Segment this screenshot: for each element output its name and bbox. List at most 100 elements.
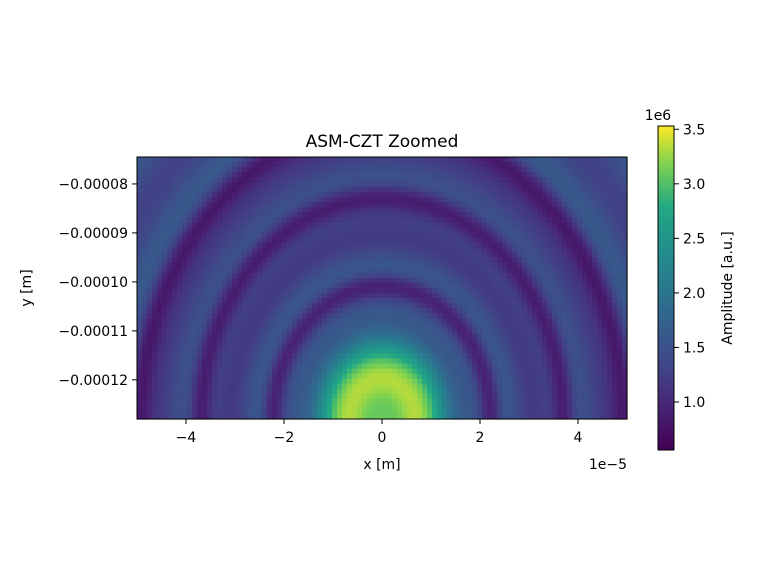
heatmap-cell: [302, 282, 308, 289]
heatmap-cell: [607, 293, 613, 299]
heatmap-cell: [372, 247, 378, 254]
heatmap-cell: [347, 363, 353, 370]
heatmap-cell: [162, 383, 168, 390]
heatmap-cell: [272, 232, 278, 239]
heatmap-cell: [432, 378, 438, 385]
heatmap-cell: [277, 368, 283, 375]
heatmap-cell: [422, 298, 428, 304]
heatmap-cell: [342, 373, 348, 380]
heatmap-cell: [597, 167, 603, 173]
heatmap-cell: [347, 353, 353, 360]
heatmap-cell: [337, 383, 343, 390]
heatmap-cell: [407, 197, 413, 203]
heatmap-cell: [567, 272, 573, 279]
heatmap-cell: [557, 313, 563, 319]
heatmap-cell: [162, 202, 168, 208]
heatmap-cell: [577, 182, 583, 188]
heatmap-cell: [412, 242, 418, 249]
heatmap-cell: [322, 172, 328, 178]
heatmap-cell: [392, 237, 398, 244]
heatmap-cell: [512, 227, 518, 234]
heatmap-cell: [237, 177, 243, 183]
heatmap-cell: [447, 378, 453, 385]
heatmap-cell: [457, 237, 463, 244]
heatmap-cell: [477, 202, 483, 208]
heatmap-cell: [557, 353, 563, 360]
heatmap-cell: [172, 308, 178, 314]
heatmap-cell: [477, 298, 483, 304]
heatmap-cell: [387, 172, 393, 178]
heatmap-cell: [547, 267, 553, 274]
heatmap-cell: [622, 328, 628, 334]
heatmap-cell: [202, 257, 208, 264]
heatmap-cell: [607, 398, 613, 405]
heatmap-cell: [467, 282, 473, 289]
heatmap-cell: [382, 167, 388, 173]
heatmap-cell: [497, 363, 503, 370]
heatmap-cell: [582, 212, 588, 219]
heatmap-cell: [307, 182, 313, 188]
heatmap-cell: [517, 172, 523, 178]
heatmap-cell: [157, 182, 163, 188]
heatmap-cell: [142, 177, 148, 183]
heatmap-cell: [142, 232, 148, 239]
heatmap-cell: [617, 217, 623, 224]
heatmap-cell: [137, 197, 143, 203]
heatmap-cell: [477, 353, 483, 360]
heatmap-cell: [167, 368, 173, 375]
heatmap-cell: [317, 282, 323, 289]
heatmap-cell: [422, 227, 428, 234]
heatmap-cell: [317, 242, 323, 249]
heatmap-cell: [152, 232, 158, 239]
heatmap-cell: [177, 318, 183, 324]
heatmap-cell: [302, 267, 308, 274]
heatmap-cell: [257, 207, 263, 214]
heatmap-cell: [377, 398, 383, 405]
heatmap-cell: [502, 333, 508, 339]
heatmap-cell: [262, 167, 268, 173]
heatmap-cell: [442, 172, 448, 178]
heatmap-cell: [327, 308, 333, 314]
heatmap-cell: [607, 177, 613, 183]
heatmap-cell: [607, 368, 613, 375]
heatmap-cell: [372, 328, 378, 334]
heatmap-cell: [267, 272, 273, 279]
heatmap-cell: [397, 167, 403, 173]
heatmap-cell: [422, 217, 428, 224]
heatmap-cell: [602, 272, 608, 279]
heatmap-cell: [147, 408, 153, 415]
heatmap-cell: [317, 212, 323, 219]
heatmap-cell: [307, 167, 313, 173]
heatmap-cell: [162, 282, 168, 289]
heatmap-cell: [367, 368, 373, 375]
heatmap-cell: [362, 162, 368, 168]
heatmap-cell: [212, 343, 218, 350]
heatmap-cell: [577, 167, 583, 173]
heatmap-cell: [482, 308, 488, 314]
heatmap-cell: [602, 358, 608, 365]
heatmap-cell: [472, 217, 478, 224]
heatmap-cell: [407, 177, 413, 183]
heatmap-cell: [212, 328, 218, 334]
heatmap-cell: [317, 172, 323, 178]
heatmap-cell: [402, 202, 408, 208]
heatmap-cell: [217, 262, 223, 269]
heatmap-cell: [542, 252, 548, 259]
heatmap-cell: [322, 378, 328, 385]
heatmap-cell: [342, 192, 348, 198]
heatmap-cell: [197, 353, 203, 360]
heatmap-cell: [577, 242, 583, 249]
heatmap-cell: [392, 338, 398, 345]
heatmap-cell: [277, 403, 283, 410]
heatmap-cell: [577, 202, 583, 208]
heatmap-cell: [212, 403, 218, 410]
heatmap-cell: [192, 293, 198, 299]
heatmap-cell: [362, 187, 368, 193]
heatmap-cell: [587, 227, 593, 234]
heatmap-cell: [602, 182, 608, 188]
heatmap-cell: [482, 242, 488, 249]
heatmap-cell: [472, 207, 478, 214]
heatmap-cell: [152, 192, 158, 198]
heatmap-cell: [367, 398, 373, 405]
heatmap-cell: [592, 167, 598, 173]
